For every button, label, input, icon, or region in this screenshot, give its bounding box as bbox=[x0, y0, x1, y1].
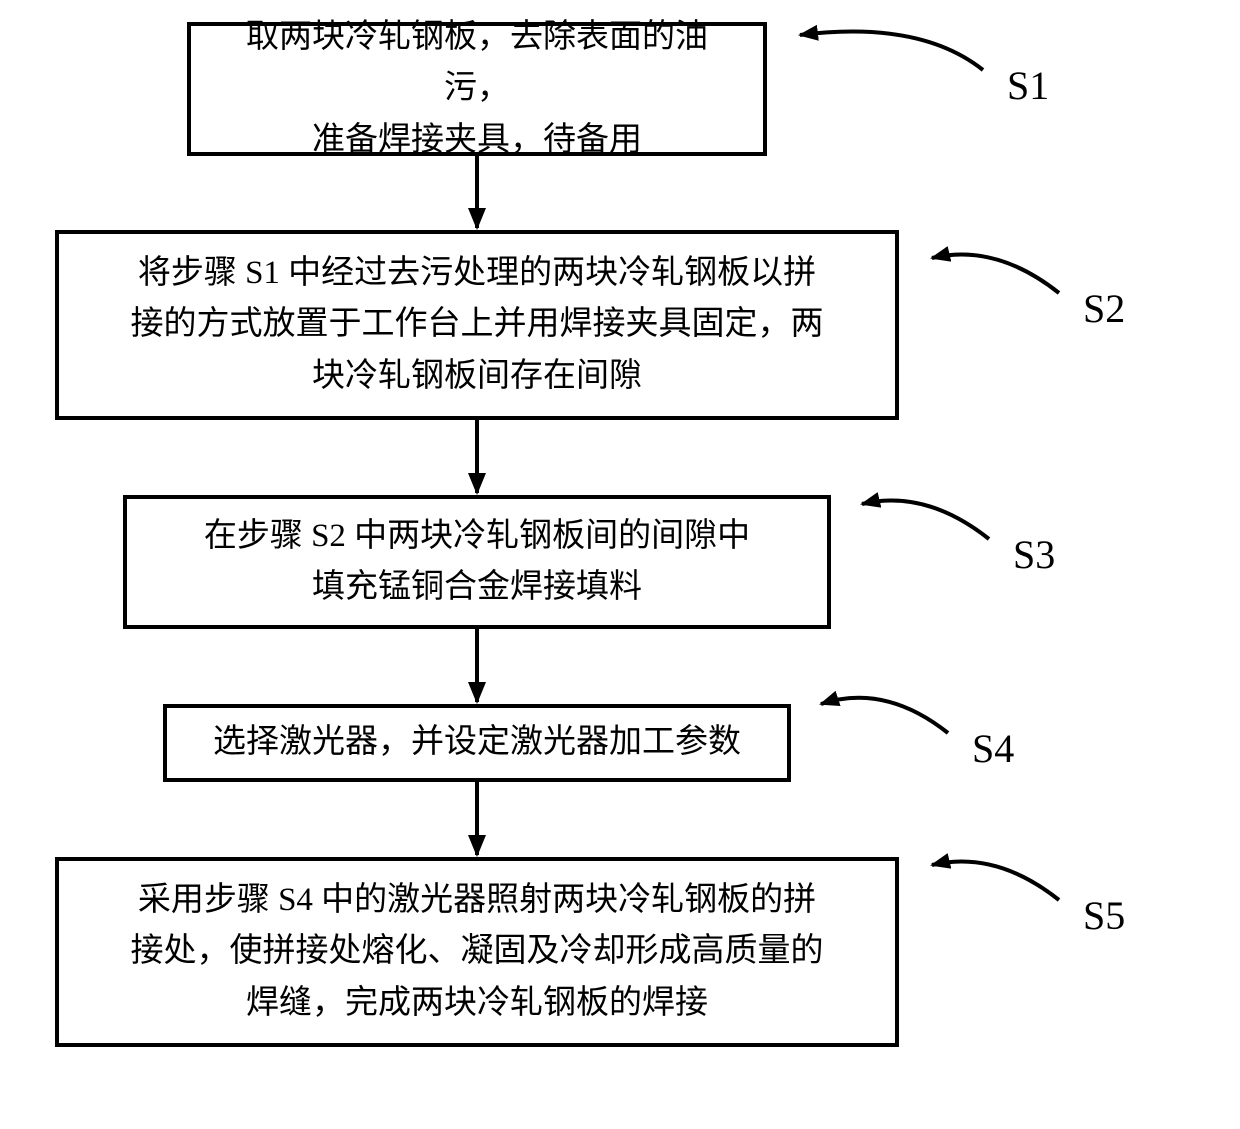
flow-step-s2: 将步骤 S1 中经过去污处理的两块冷轧钢板以拼 接的方式放置于工作台上并用焊接夹… bbox=[55, 230, 899, 420]
step-label-l2: S2 bbox=[1083, 285, 1125, 332]
flow-step-s1: 取两块冷轧钢板，去除表面的油污， 准备焊接夹具，待备用 bbox=[187, 22, 767, 156]
flow-step-s4: 选择激光器，并设定激光器加工参数 bbox=[163, 704, 791, 782]
step-label-l1: S1 bbox=[1007, 62, 1049, 109]
step-label-l5: S5 bbox=[1083, 892, 1125, 939]
flow-step-s3: 在步骤 S2 中两块冷轧钢板间的间隙中 填充锰铜合金焊接填料 bbox=[123, 495, 831, 629]
flow-step-text: 在步骤 S2 中两块冷轧钢板间的间隙中 填充锰铜合金焊接填料 bbox=[204, 511, 750, 613]
step-label-l4: S4 bbox=[972, 725, 1014, 772]
flow-step-text: 将步骤 S1 中经过去污处理的两块冷轧钢板以拼 接的方式放置于工作台上并用焊接夹… bbox=[131, 248, 824, 401]
flow-step-s5: 采用步骤 S4 中的激光器照射两块冷轧钢板的拼 接处，使拼接处熔化、凝固及冷却形… bbox=[55, 857, 899, 1047]
flow-step-text: 选择激光器，并设定激光器加工参数 bbox=[213, 717, 741, 768]
flow-step-text: 采用步骤 S4 中的激光器照射两块冷轧钢板的拼 接处，使拼接处熔化、凝固及冷却形… bbox=[131, 875, 824, 1028]
step-label-l3: S3 bbox=[1013, 531, 1055, 578]
flow-step-text: 取两块冷轧钢板，去除表面的油污， 准备焊接夹具，待备用 bbox=[215, 12, 739, 165]
flowchart-canvas: 取两块冷轧钢板，去除表面的油污， 准备焊接夹具，待备用将步骤 S1 中经过去污处… bbox=[0, 0, 1240, 1129]
